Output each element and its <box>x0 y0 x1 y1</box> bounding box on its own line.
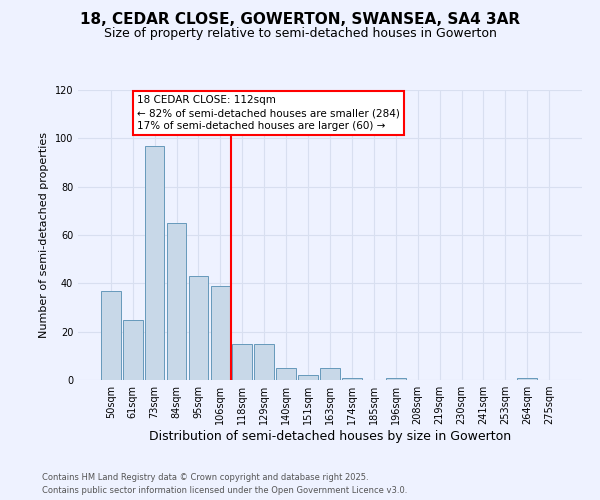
Bar <box>342 378 362 380</box>
Y-axis label: Number of semi-detached properties: Number of semi-detached properties <box>39 132 49 338</box>
Bar <box>386 378 406 380</box>
X-axis label: Distribution of semi-detached houses by size in Gowerton: Distribution of semi-detached houses by … <box>149 430 511 443</box>
Bar <box>101 290 121 380</box>
Bar <box>232 344 252 380</box>
Bar <box>254 344 274 380</box>
Text: Contains public sector information licensed under the Open Government Licence v3: Contains public sector information licen… <box>42 486 407 495</box>
Bar <box>123 320 143 380</box>
Bar <box>145 146 164 380</box>
Bar <box>276 368 296 380</box>
Bar <box>188 276 208 380</box>
Text: 18, CEDAR CLOSE, GOWERTON, SWANSEA, SA4 3AR: 18, CEDAR CLOSE, GOWERTON, SWANSEA, SA4 … <box>80 12 520 28</box>
Bar <box>167 223 187 380</box>
Text: Size of property relative to semi-detached houses in Gowerton: Size of property relative to semi-detach… <box>104 28 496 40</box>
Bar <box>517 378 537 380</box>
Text: 18 CEDAR CLOSE: 112sqm
← 82% of semi-detached houses are smaller (284)
17% of se: 18 CEDAR CLOSE: 112sqm ← 82% of semi-det… <box>137 95 400 131</box>
Bar <box>211 286 230 380</box>
Text: Contains HM Land Registry data © Crown copyright and database right 2025.: Contains HM Land Registry data © Crown c… <box>42 474 368 482</box>
Bar <box>298 375 318 380</box>
Bar <box>320 368 340 380</box>
